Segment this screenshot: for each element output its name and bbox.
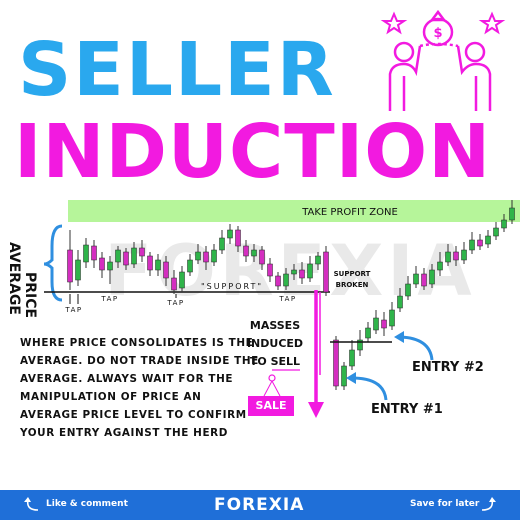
candle-body [341,365,347,387]
candle-body [349,349,355,367]
candle-body [405,283,411,297]
footer-bar: Like & comment FOREXIA Save for later [0,490,520,520]
entry-1-label: ENTRY #1 [371,402,443,417]
support-broken-label-2: BROKEN [336,281,369,289]
candle-body [445,251,451,263]
sale-tag: SALE [248,396,294,416]
candle-body [83,244,89,263]
candle-body [421,273,427,287]
money-bag-icon: $ [422,9,454,47]
sale-tag-string [263,374,281,397]
candle-body [267,263,273,277]
candle-body [219,237,225,251]
candle-body [437,261,443,271]
take-profit-zone [68,200,520,222]
candle-body [299,269,305,279]
candle-body [203,251,209,263]
candle-body [283,273,289,287]
candle-body [429,269,435,285]
candle-body [251,249,257,257]
candle-body [413,273,419,285]
candle-body [195,251,201,261]
tap-label: TAP [64,306,82,314]
price-chart: FOREXIA TAKE PROFIT ZONE PRICE AVERAGE "… [6,200,520,418]
candle-body [131,247,137,265]
curved-arrow-icon [351,376,388,401]
support-broken-label-1: SUPPORT [334,270,371,278]
price-average-label: PRICE AVERAGE [6,242,38,318]
candle-body [179,271,185,289]
masses-induced-label: MASSES INDUCED TO SELL [246,319,304,368]
candle-body [75,259,81,281]
candle-body [155,259,161,271]
svg-text:AVERAGE: AVERAGE [6,242,22,315]
candle-body [227,229,233,239]
arrow-head [394,331,404,343]
tap-ticks [69,294,177,304]
tap-label: TAP [100,295,118,303]
candle-body [469,239,475,251]
candle-body [99,257,105,271]
candle-body [259,249,265,265]
candle-body [307,263,313,279]
candle-body [171,277,177,291]
curved-arrow-icon [24,497,39,511]
curved-arrow-icon [399,335,434,361]
candle-body [477,239,483,247]
save-for-later-text[interactable]: Save for later [410,499,480,509]
candle-body [107,261,113,271]
candle-body [115,249,121,263]
forexia-logo: FOREXIA [214,495,305,515]
candle-body [235,229,241,247]
candle-body [389,309,395,327]
star-icon [478,11,506,35]
candle-body [501,219,507,229]
candle-body [373,317,379,331]
candle-body [357,339,363,351]
svg-text:$: $ [433,26,442,41]
curved-arrow-icon [481,497,496,511]
explanation-text: WHERE PRICE CONSOLIDATES IS THE AVERAGE.… [20,337,259,439]
candle-body [333,339,339,387]
title-induction: INDUCTION [14,109,492,195]
candle-body [381,319,387,329]
candle-body [291,269,297,275]
candle-body [453,251,459,261]
candlesticks [67,200,515,390]
candle-body [187,259,193,273]
candle-body [91,245,97,261]
candle-body [397,295,403,309]
candle-body [275,275,281,287]
arrow-head [346,372,356,384]
support-label: "SUPPORT" [201,282,263,291]
candle-body [315,255,321,265]
candle-body [365,327,371,339]
candle-body [509,207,515,221]
candle-body [485,235,491,245]
average-bracket [43,224,63,302]
people-money-illustration: $ [380,9,506,111]
star-icon [380,11,408,35]
tap-label: TAP [278,295,296,303]
candle-body [211,249,217,263]
like-comment-text[interactable]: Like & comment [46,499,128,509]
svg-text:PRICE: PRICE [22,272,38,318]
candle-body [147,255,153,271]
candle-body [461,249,467,261]
candle-body [323,251,329,293]
candle-body [163,261,169,279]
people-handshake-icon [388,41,492,111]
candle-body [243,245,249,257]
candle-body [123,251,129,266]
take-profit-label: TAKE PROFIT ZONE [301,207,398,218]
candle-body [493,227,499,237]
candle-body [139,247,145,257]
entry-2-label: ENTRY #2 [412,360,484,375]
candle-body [67,249,73,283]
down-arrow-icon [308,290,324,418]
title-seller: SELLER [18,27,336,113]
tap-label: TAP [166,299,184,307]
